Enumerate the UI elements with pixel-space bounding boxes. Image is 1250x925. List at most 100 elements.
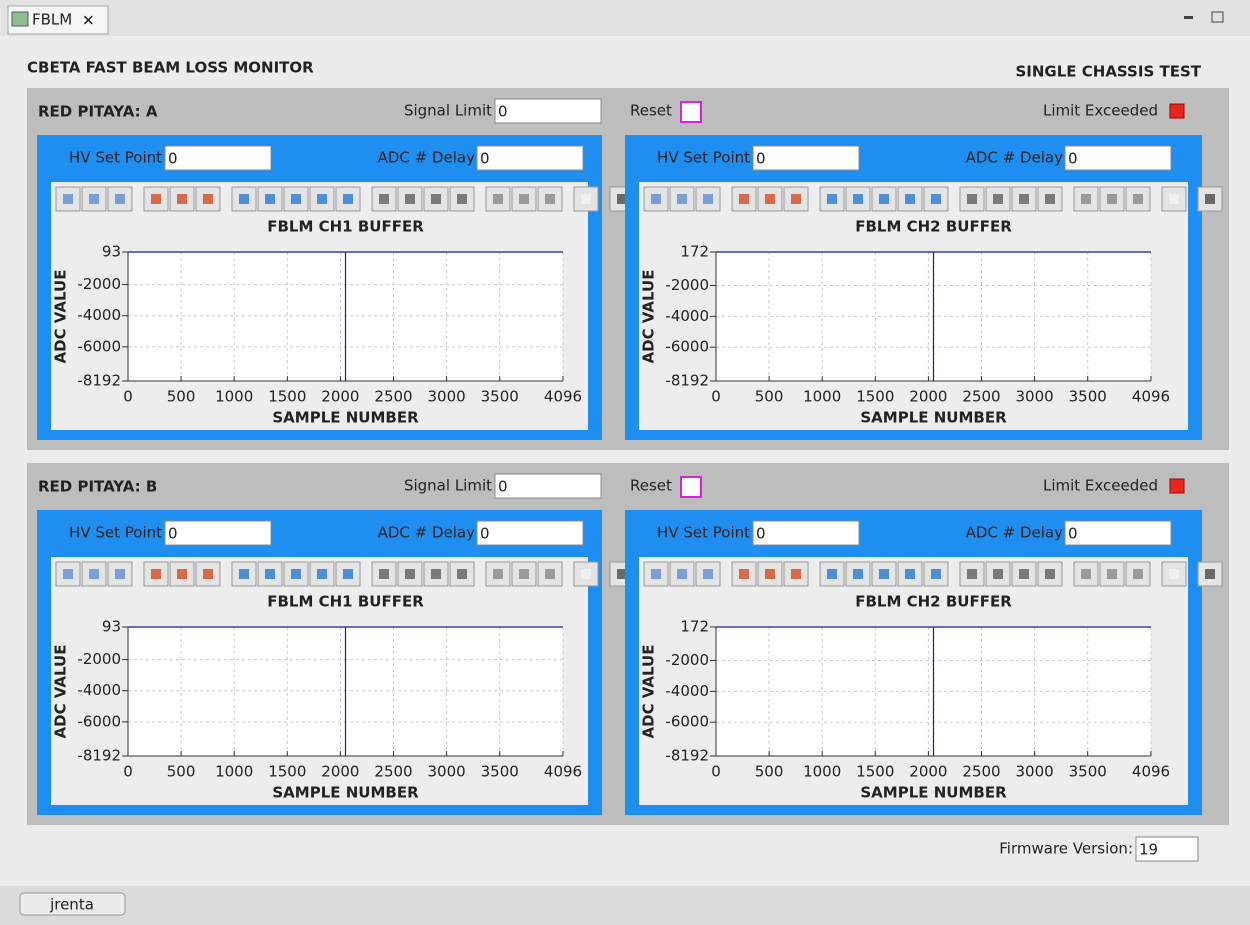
toolbar-glyph — [405, 194, 415, 204]
x-tick-label: 2000 — [909, 763, 947, 781]
tab-close[interactable]: ✕ — [82, 12, 95, 30]
toolbar-button[interactable] — [335, 186, 361, 212]
reset-checkbox[interactable] — [680, 101, 702, 123]
toolbar-glyph — [63, 569, 73, 579]
toolbar-button[interactable] — [1011, 186, 1037, 212]
toolbar-glyph — [967, 194, 977, 204]
hv-label: HV Set Point — [657, 149, 750, 167]
x-axis-label: SAMPLE NUMBER — [272, 409, 419, 427]
toolbar-glyph — [677, 569, 687, 579]
toolbar-button[interactable] — [511, 186, 537, 212]
toolbar-glyph — [291, 194, 301, 204]
toolbar-glyph — [1205, 569, 1215, 579]
x-tick-label: 3500 — [481, 388, 519, 406]
toolbar-glyph — [291, 569, 301, 579]
toolbar-button[interactable] — [335, 561, 361, 587]
toolbar-glyph — [581, 194, 591, 204]
limit-led — [1169, 103, 1185, 119]
toolbar-glyph — [519, 569, 529, 579]
minimize[interactable] — [1184, 16, 1193, 19]
toolbar-glyph — [1019, 569, 1029, 579]
signal-limit-label: Signal Limit — [404, 477, 492, 495]
text-input[interactable] — [164, 520, 272, 546]
y-tick-label: -4000 — [665, 682, 709, 700]
y-tick-label: -6000 — [77, 712, 121, 730]
toolbar-glyph — [151, 194, 161, 204]
delay-label: ADC # Delay — [378, 149, 476, 167]
toolbar-glyph — [739, 569, 749, 579]
toolbar-glyph — [905, 194, 915, 204]
user-button[interactable] — [19, 892, 126, 916]
toolbar-glyph — [545, 569, 555, 579]
chart-title: FBLM CH2 BUFFER — [855, 593, 1012, 611]
y-tick-label: -6000 — [665, 338, 709, 356]
toolbar-glyph — [905, 569, 915, 579]
input-value: 0 — [498, 103, 508, 121]
toolbar-glyph — [1081, 194, 1091, 204]
x-tick-label: 4096 — [1132, 388, 1170, 406]
toolbar-button[interactable] — [871, 561, 897, 587]
text-input[interactable] — [494, 473, 602, 499]
toolbar-glyph — [617, 569, 627, 579]
y-tick-label: 93 — [102, 243, 121, 261]
toolbar-button[interactable] — [985, 186, 1011, 212]
toolbar-glyph — [317, 569, 327, 579]
toolbar-button[interactable] — [757, 561, 783, 587]
input-value: 0 — [480, 150, 490, 168]
input-value: 0 — [756, 150, 766, 168]
toolbar-glyph — [827, 194, 837, 204]
toolbar-glyph — [967, 569, 977, 579]
trace — [128, 626, 563, 756]
toolbar-glyph — [405, 569, 415, 579]
text-input[interactable] — [1135, 836, 1199, 862]
text-input[interactable] — [752, 520, 860, 546]
toolbar-button[interactable] — [55, 186, 81, 212]
maximize[interactable] — [1211, 11, 1224, 23]
text-input[interactable] — [476, 145, 584, 171]
text-input[interactable] — [752, 145, 860, 171]
input-value: 19 — [1139, 841, 1158, 859]
toolbar-glyph — [239, 569, 249, 579]
input-value: 0 — [756, 525, 766, 543]
reset-checkbox[interactable] — [680, 476, 702, 498]
firmware-label: Firmware Version: — [999, 840, 1133, 858]
toolbar-glyph — [379, 569, 389, 579]
text-input[interactable] — [494, 98, 602, 124]
y-tick-label: -8192 — [77, 747, 121, 765]
toolbar-button[interactable] — [695, 186, 721, 212]
x-axis-label: SAMPLE NUMBER — [860, 784, 1007, 802]
toolbar-glyph — [651, 194, 661, 204]
input-value: 0 — [1068, 150, 1078, 168]
y-tick-label: -2000 — [77, 275, 121, 293]
toolbar-glyph — [1169, 194, 1179, 204]
toolbar-button[interactable] — [573, 186, 599, 212]
y-tick-label: 93 — [102, 618, 121, 636]
page-subtitle: SINGLE CHASSIS TEST — [1015, 63, 1201, 81]
toolbar-glyph — [651, 569, 661, 579]
chart-title: FBLM CH1 BUFFER — [267, 593, 424, 611]
toolbar-glyph — [343, 569, 353, 579]
toolbar-button[interactable] — [537, 561, 563, 587]
toolbar-glyph — [317, 194, 327, 204]
delay-label: ADC # Delay — [378, 524, 476, 542]
text-input[interactable] — [164, 145, 272, 171]
text-input[interactable] — [1064, 145, 1172, 171]
toolbar-glyph — [1205, 194, 1215, 204]
trace — [716, 626, 1151, 756]
toolbar-glyph — [853, 194, 863, 204]
toolbar-button[interactable] — [1073, 561, 1099, 587]
toolbar-button[interactable] — [871, 186, 897, 212]
x-tick-label: 1500 — [268, 763, 306, 781]
toolbar-button[interactable] — [107, 186, 133, 212]
y-tick-label: -4000 — [665, 307, 709, 325]
x-tick-label: 500 — [755, 763, 784, 781]
x-tick-label: 1000 — [803, 763, 841, 781]
toolbar-glyph — [765, 569, 775, 579]
x-tick-label: 2500 — [374, 763, 412, 781]
text-input[interactable] — [476, 520, 584, 546]
toolbar-glyph — [203, 194, 213, 204]
toolbar-glyph — [827, 569, 837, 579]
x-axis-label: SAMPLE NUMBER — [860, 409, 1007, 427]
text-input[interactable] — [1064, 520, 1172, 546]
